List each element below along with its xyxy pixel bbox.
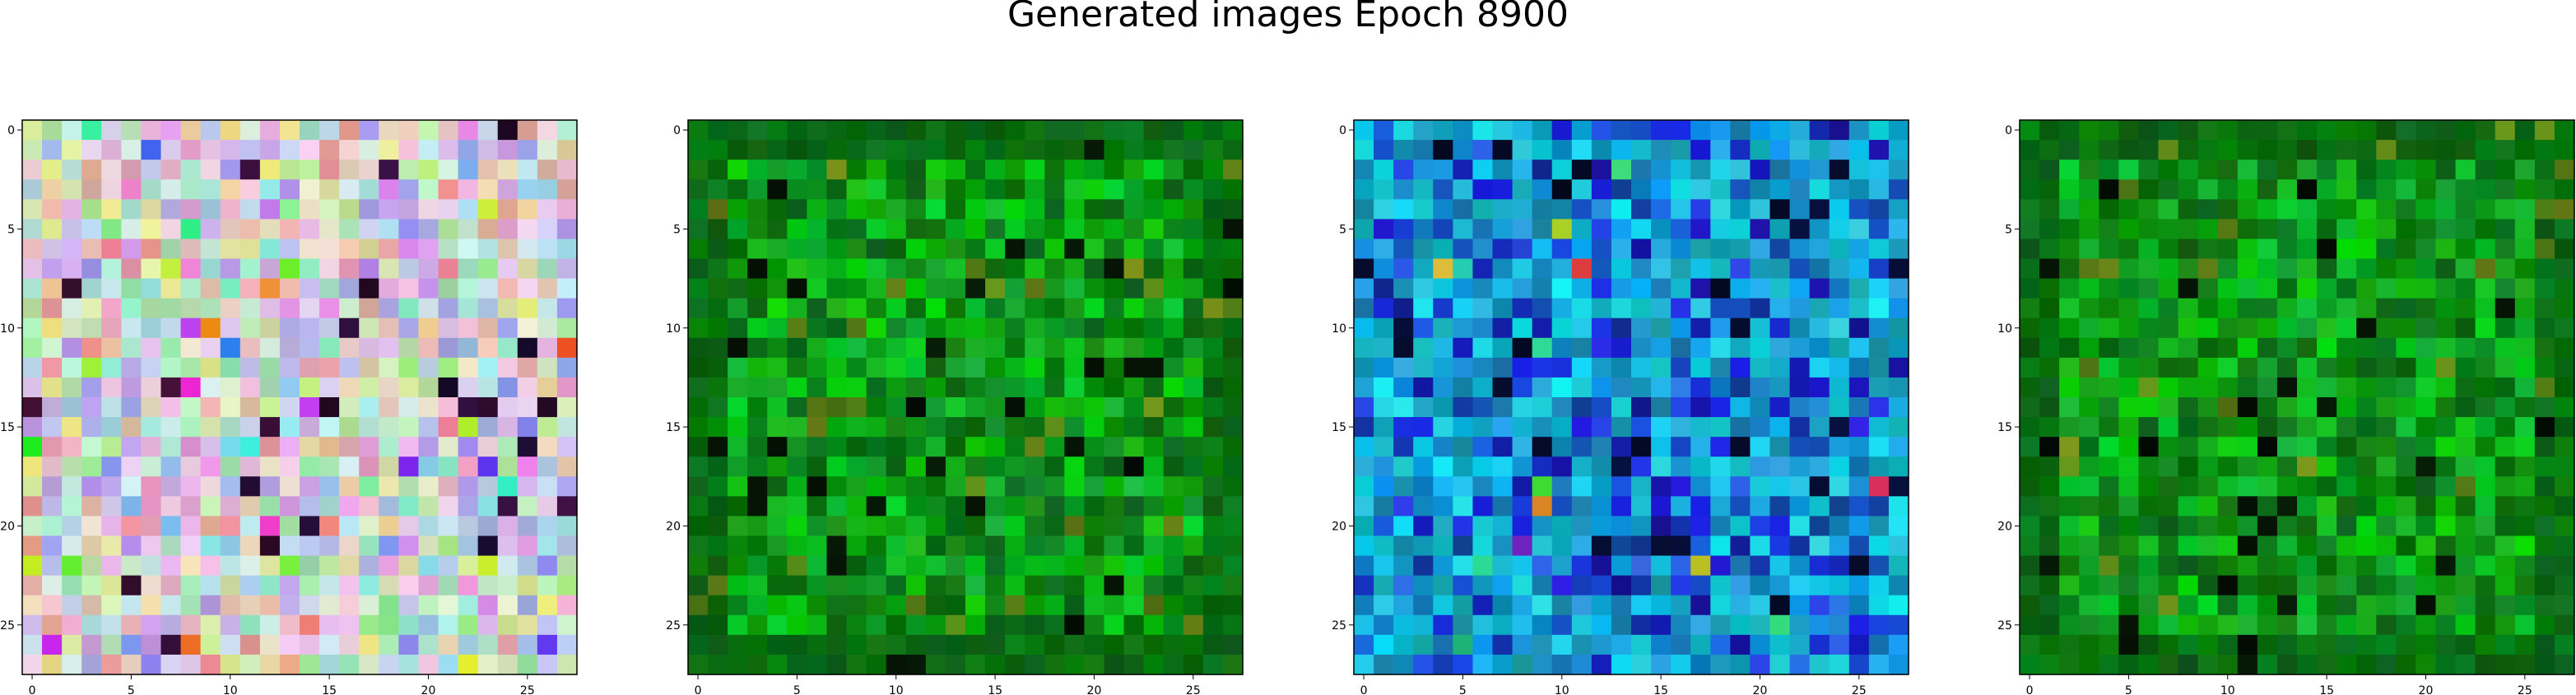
- x-tick-label: 0: [2026, 684, 2034, 695]
- y-tick-label: 25: [1997, 619, 2012, 632]
- x-tick-label: 15: [1653, 684, 1668, 695]
- y-tick-label: 0: [2005, 124, 2012, 137]
- x-tick-label: 0: [695, 684, 702, 695]
- x-tick-label: 15: [322, 684, 337, 695]
- x-tick-label: 0: [1360, 684, 1368, 695]
- y-tick-label: 5: [2005, 223, 2012, 236]
- y-tick-label: 20: [1997, 520, 2012, 533]
- panel-frame: [21, 119, 578, 675]
- x-tick-label: 25: [1852, 684, 1867, 695]
- x-tick-label: 10: [223, 684, 238, 695]
- x-tick-label: 5: [1459, 684, 1467, 695]
- x-tick-label: 25: [2518, 684, 2532, 695]
- y-tick-label: 10: [1997, 322, 2012, 336]
- panel-frame: [2019, 119, 2575, 675]
- x-tick-label: 5: [793, 684, 801, 695]
- x-tick-label: 20: [2419, 684, 2434, 695]
- y-tick-label: 5: [1339, 223, 1346, 236]
- panel-frame: [687, 119, 1244, 675]
- y-tick-label: 5: [7, 223, 15, 236]
- x-tick-label: 10: [2220, 684, 2235, 695]
- y-tick-label: 25: [1332, 619, 1346, 632]
- y-tick-label: 15: [1332, 421, 1346, 434]
- y-tick-label: 0: [673, 124, 681, 137]
- x-tick-label: 0: [29, 684, 36, 695]
- x-tick-label: 5: [2125, 684, 2132, 695]
- generated-image-2: [688, 120, 1244, 675]
- y-tick-label: 25: [666, 619, 681, 632]
- x-tick-label: 20: [421, 684, 436, 695]
- panel-frame: [1353, 119, 1909, 675]
- x-tick-label: 25: [1186, 684, 1201, 695]
- y-tick-label: 10: [666, 322, 681, 336]
- y-tick-label: 20: [666, 520, 681, 533]
- x-tick-label: 10: [889, 684, 904, 695]
- generated-image-4: [2020, 120, 2575, 675]
- y-tick-label: 0: [7, 124, 15, 137]
- figure-title: Generated images Epoch 8900: [1007, 0, 1569, 35]
- y-tick-label: 15: [666, 421, 681, 434]
- x-tick-label: 25: [520, 684, 535, 695]
- x-tick-label: 5: [128, 684, 135, 695]
- generated-image-1: [22, 120, 578, 675]
- y-tick-label: 10: [1332, 322, 1346, 336]
- y-tick-label: 15: [0, 421, 15, 434]
- y-tick-label: 0: [1339, 124, 1346, 137]
- y-tick-label: 25: [0, 619, 15, 632]
- y-tick-label: 5: [673, 223, 681, 236]
- y-tick-label: 15: [1997, 421, 2012, 434]
- x-tick-label: 20: [1087, 684, 1102, 695]
- x-tick-label: 15: [988, 684, 1002, 695]
- y-tick-label: 20: [0, 520, 15, 533]
- y-tick-label: 20: [1332, 520, 1346, 533]
- generated-image-3: [1354, 120, 1909, 675]
- x-tick-label: 20: [1753, 684, 1768, 695]
- y-tick-label: 10: [0, 322, 15, 336]
- x-tick-label: 10: [1555, 684, 1569, 695]
- x-tick-label: 15: [2319, 684, 2334, 695]
